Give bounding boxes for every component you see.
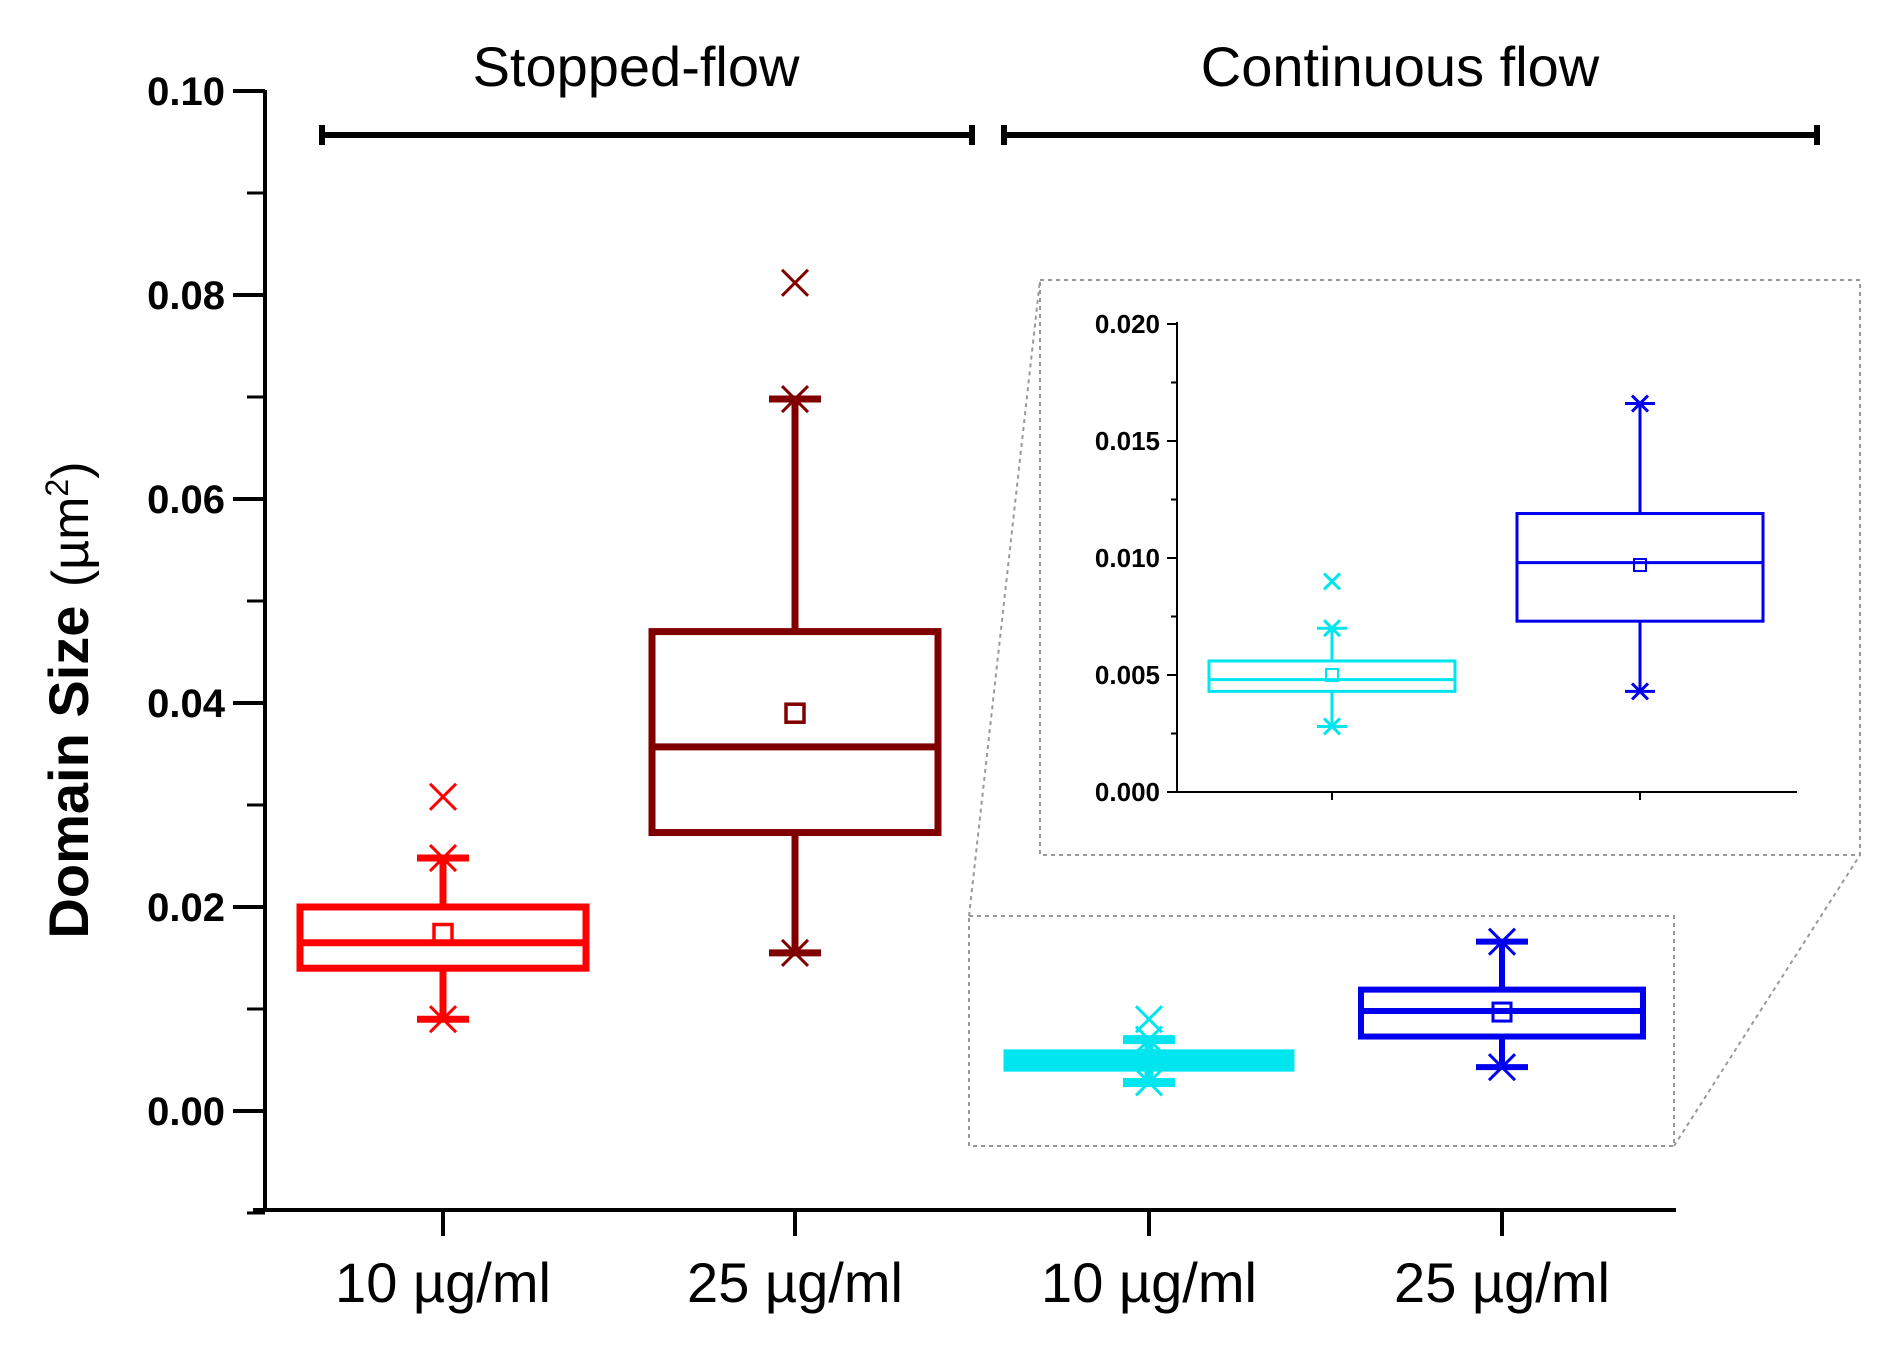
y-tick-label: 0.02: [147, 886, 225, 930]
box-stopped-flow: [296, 782, 590, 1034]
range-marker: [1134, 1068, 1164, 1097]
range-marker: [1322, 717, 1342, 736]
range-marker: [1134, 1025, 1164, 1054]
y-tick-label: 0.08: [147, 274, 225, 318]
mean-marker: [432, 922, 454, 945]
main-boxes: [296, 268, 1646, 1097]
inset-y-tick-label: 0.010: [1095, 543, 1160, 573]
inset-y-tick-label: 0.005: [1095, 660, 1160, 690]
y-tick-label: 0.06: [147, 478, 225, 522]
inset-y-tick-label: 0.015: [1095, 426, 1160, 456]
x-tick-label: 10 µg/ml: [1041, 1251, 1257, 1314]
zoom-source-region: [968, 915, 1675, 1147]
x-tick-label: 10 µg/ml: [335, 1251, 551, 1314]
range-marker: [1630, 682, 1650, 701]
box-continuous-flow: [1515, 394, 1765, 701]
zoom-indicator: [968, 279, 1861, 1147]
range-marker: [1322, 619, 1342, 638]
x-tick-label: 25 µg/ml: [1394, 1251, 1610, 1314]
range-marker: [1487, 927, 1517, 956]
mean-marker: [1325, 668, 1339, 682]
y-axis-label: Domain Size (µm2): [37, 461, 100, 938]
box-iqr: [296, 903, 590, 972]
mean-marker: [1491, 1001, 1513, 1023]
group-continuous-flow: Continuous flow: [1001, 35, 1820, 145]
box-iqr: [1515, 512, 1765, 623]
range-marker: [428, 1005, 458, 1034]
group-stopped-flow: Stopped-flow: [319, 35, 975, 145]
range-marker: [780, 384, 810, 414]
zoom-connector-right: [1673, 854, 1861, 1147]
y-tick-label: 0.00: [147, 1090, 225, 1134]
box-continuous-flow: [1003, 1005, 1295, 1097]
range-marker: [1487, 1053, 1517, 1082]
inset-y-tick-label: 0.020: [1095, 309, 1160, 339]
inset-y-tick-label: 0.000: [1095, 777, 1160, 807]
outlier-marker: [1134, 1005, 1164, 1034]
main-axes: 0.00 0.02 0.04 0.06 0.08 0.10 10 µg/ml 25 µg/m…: [147, 70, 1676, 1314]
box-iqr: [648, 628, 942, 837]
zoom-connector-left: [968, 279, 1041, 917]
mean-marker: [784, 702, 806, 724]
inset-frame: [1039, 279, 1861, 856]
box-continuous-flow: [1358, 927, 1646, 1082]
group-label-stopped-flow: Stopped-flow: [473, 35, 800, 98]
mean-marker: [1633, 558, 1647, 573]
box-continuous-flow: [1207, 572, 1457, 736]
range-marker: [780, 938, 810, 967]
svg-text:Domain Size (µm2): Domain Size (µm2): [37, 461, 100, 938]
box-stopped-flow: [648, 268, 942, 967]
y-tick-label: 0.04: [147, 682, 226, 726]
mean-marker: [1137, 1048, 1161, 1072]
range-marker: [1630, 394, 1650, 413]
y-tick-label: 0.10: [147, 70, 225, 114]
x-tick-label: 25 µg/ml: [687, 1251, 903, 1314]
outlier-marker: [428, 782, 458, 811]
outlier-marker: [780, 268, 810, 297]
group-label-continuous-flow: Continuous flow: [1201, 35, 1600, 98]
box-iqr: [1207, 659, 1457, 693]
range-marker: [428, 843, 458, 873]
outlier-marker: [1322, 572, 1342, 591]
inset-panel: 0.000 0.005 0.010 0.015 0.020: [1039, 279, 1861, 856]
